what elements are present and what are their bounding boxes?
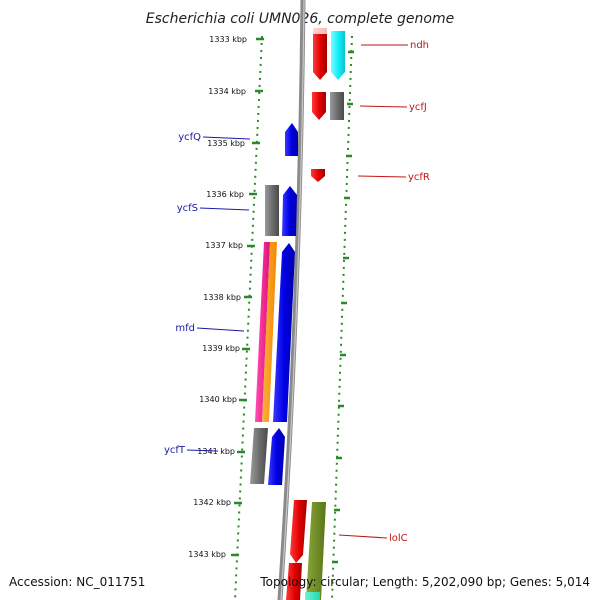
gene-ycfQ[interactable] — [285, 123, 298, 156]
gene-label-lolC: lolC — [338, 533, 408, 544]
scale-tick: 1341 kbp — [197, 447, 245, 456]
scale-tick: 1342 kbp — [193, 498, 242, 507]
gene-label-text: mfd — [175, 323, 195, 334]
scale-tick: 1338 kbp — [203, 293, 252, 302]
gene-label-ycfS: ycfS — [177, 203, 250, 214]
gene-label-mfd: mfd — [175, 323, 245, 334]
tick-label: 1339 kbp — [202, 344, 240, 353]
right-ticks — [332, 50, 354, 564]
scale-tick: 1343 kbp — [188, 550, 239, 559]
tick-label: 1333 kbp — [209, 35, 247, 44]
gene-ycfS[interactable] — [282, 186, 297, 236]
tick-label: 1342 kbp — [193, 498, 231, 507]
scale-tick: 1335 kbp — [207, 139, 260, 148]
tick-label: 1338 kbp — [203, 293, 241, 302]
gene-ndh[interactable] — [313, 28, 327, 80]
gene-lolC[interactable] — [290, 500, 307, 563]
gene-mfd-orange[interactable] — [262, 242, 277, 422]
genome-backbone-highlight — [280, 0, 305, 600]
tick-label: 1337 kbp — [205, 241, 243, 250]
gene-ycfR[interactable] — [311, 169, 325, 182]
gene-label-text: ycfR — [408, 172, 430, 183]
tick-label: 1334 kbp — [208, 87, 246, 96]
left-dotted-guide — [234, 35, 263, 600]
scale-tick: 1336 kbp — [206, 190, 257, 199]
gene-gray-ycfS[interactable] — [265, 185, 279, 236]
gene-gray-ycfT[interactable] — [250, 428, 268, 484]
gene-mfd-magenta[interactable] — [255, 242, 270, 422]
genome-backbone — [277, 0, 306, 600]
scale-ticks: 1333 kbp 1334 kbp 1335 kbp 1336 kbp 1337… — [188, 35, 264, 559]
gene-mfd[interactable] — [273, 243, 295, 422]
gene-label-text: ycfT — [164, 445, 186, 456]
scale-tick: 1333 kbp — [209, 35, 264, 44]
gene-cyan-block[interactable] — [331, 31, 345, 80]
gene-label-text: ycfQ — [178, 132, 201, 143]
gene-label-ycfR: ycfR — [357, 172, 430, 183]
gene-olive-block[interactable] — [306, 502, 326, 600]
gene-label-text: ycfS — [177, 203, 198, 214]
right-dotted-guide — [331, 35, 353, 600]
gene-red-bottom[interactable] — [286, 563, 302, 600]
genome-title: Escherichia coli UMN026, complete genome — [146, 11, 454, 27]
gene-label-ndh: ndh — [361, 40, 429, 51]
gene-mint-bottom[interactable] — [305, 592, 320, 600]
tick-label: 1341 kbp — [197, 447, 235, 456]
gene-label-text: ycfJ — [409, 102, 427, 113]
scale-tick: 1334 kbp — [208, 87, 263, 96]
tick-label: 1340 kbp — [199, 395, 237, 404]
gene-label-text: lolC — [389, 533, 408, 544]
accession-text: Accession: NC_011751 — [9, 575, 145, 589]
scale-tick: 1337 kbp — [205, 241, 255, 250]
gene-ycfT[interactable] — [268, 428, 285, 485]
gene-label-ycfT: ycfT — [164, 445, 219, 456]
gene-ycfJ[interactable] — [312, 92, 326, 120]
tick-label: 1343 kbp — [188, 550, 226, 559]
topology-text: Topology: circular; Length: 5,202,090 bp… — [259, 575, 590, 589]
scale-tick: 1339 kbp — [202, 344, 250, 353]
gene-label-ycfQ: ycfQ — [178, 132, 251, 143]
tick-label: 1335 kbp — [207, 139, 245, 148]
gene-label-text: ndh — [410, 40, 429, 51]
scale-tick: 1340 kbp — [199, 395, 247, 404]
tick-label: 1336 kbp — [206, 190, 244, 199]
gene-label-ycfJ: ycfJ — [359, 102, 427, 113]
gene-gray-right[interactable] — [330, 92, 344, 120]
